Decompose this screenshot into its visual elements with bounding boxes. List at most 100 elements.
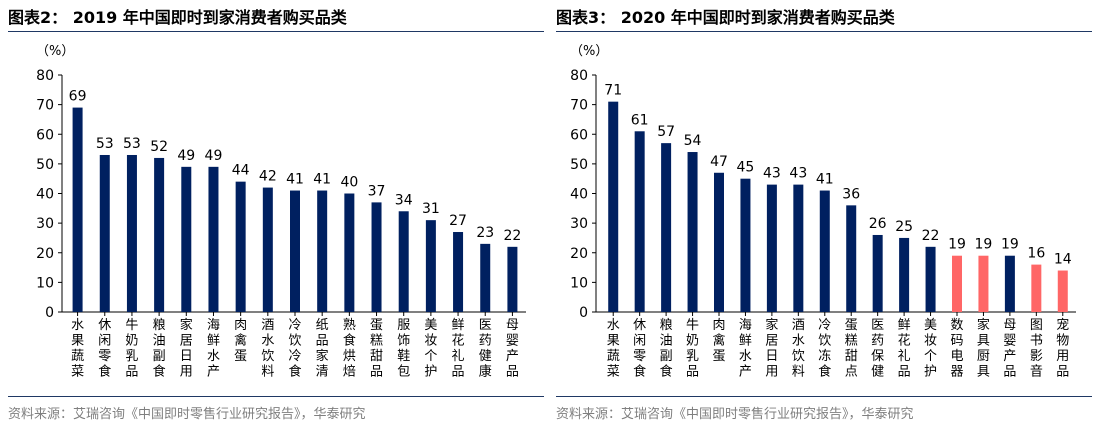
bar <box>208 166 219 312</box>
title-divider <box>556 31 1092 32</box>
bar <box>425 220 436 312</box>
value-label: 54 <box>684 133 702 149</box>
category-label: 美妆个护 <box>424 318 437 380</box>
value-label: 42 <box>259 169 277 185</box>
y-tick-label: 10 <box>570 275 588 291</box>
value-label: 41 <box>313 172 331 188</box>
category-label: 家居日用 <box>765 317 778 380</box>
bar <box>1004 255 1015 312</box>
bar <box>1057 270 1068 312</box>
y-tick-label: 80 <box>36 68 54 84</box>
category-label: 蛋糕甜品 <box>370 318 383 380</box>
bar <box>507 246 518 312</box>
value-label: 36 <box>842 186 860 202</box>
y-axis-unit: （%） <box>36 44 75 59</box>
category-label: 蛋糕甜点 <box>845 318 858 380</box>
y-tick-label: 60 <box>570 127 588 143</box>
y-axis-unit: （%） <box>570 44 609 59</box>
bar <box>290 190 300 312</box>
bar <box>872 234 883 312</box>
value-label: 22 <box>503 228 521 244</box>
bar <box>1031 264 1042 312</box>
value-label: 37 <box>368 183 386 199</box>
category-label: 宠物用品 <box>1056 317 1069 380</box>
category-label: 冷饮冷食 <box>288 318 301 380</box>
bar-chart-2020: 0 10 20 30 40 50 60 70 80 71 水果蔬菜 61 休闲零食 57 粮油副食 54 牛奶乳… <box>570 68 1076 380</box>
value-label: 19 <box>975 237 993 253</box>
category-label: 粮油副食 <box>660 318 673 380</box>
bar <box>235 181 246 312</box>
value-label: 25 <box>895 219 913 235</box>
category-label: 医药保健 <box>871 318 884 380</box>
bar <box>154 157 165 312</box>
category-label: 医药健康 <box>479 318 492 380</box>
bar <box>740 178 751 312</box>
category-label: 母婴产品 <box>506 318 519 380</box>
category-label: 纸品家清 <box>316 318 329 380</box>
value-label: 34 <box>395 192 413 208</box>
bar <box>846 205 857 312</box>
y-tick-label: 50 <box>570 157 588 173</box>
category-label: 图书影音 <box>1030 318 1043 380</box>
y-tick-label: 0 <box>579 305 588 321</box>
bar <box>126 154 137 312</box>
category-label: 休闲零食 <box>633 318 646 380</box>
title-divider <box>8 31 544 32</box>
category-label: 粮油副食 <box>153 318 166 380</box>
y-tick-label: 50 <box>36 157 54 173</box>
category-label: 水果蔬菜 <box>71 318 84 380</box>
y-tick-label: 70 <box>570 98 588 114</box>
category-label: 家具厨具 <box>977 317 990 380</box>
y-tick-label: 40 <box>36 187 54 203</box>
value-label: 43 <box>789 166 807 182</box>
category-label: 休闲零食 <box>98 318 111 380</box>
bar <box>344 193 355 312</box>
bar <box>99 154 110 312</box>
value-label: 40 <box>340 175 358 191</box>
bar <box>978 255 989 312</box>
left-chart-panel: 图表2： 2019 年中国即时到家消费者购买品类 （%） 0 10 20 30 40 50… <box>8 0 544 446</box>
y-tick-label: 40 <box>570 187 588 203</box>
bar <box>262 187 273 312</box>
value-label: 71 <box>604 83 622 99</box>
bar <box>480 243 491 312</box>
category-label: 海鲜水产 <box>207 318 220 380</box>
source-divider <box>556 396 1092 397</box>
y-tick-label: 20 <box>570 246 588 262</box>
bar <box>793 184 804 312</box>
bar <box>661 143 672 312</box>
value-label: 22 <box>922 228 940 244</box>
category-label: 肉禽蛋 <box>712 318 725 364</box>
category-label: 鲜花礼品 <box>898 318 911 380</box>
chart-title: 图表3： 2020 年中国即时到家消费者购买品类 <box>556 8 895 27</box>
bar-chart-2019: 0 10 20 30 40 50 60 70 80 69 水果蔬菜 53 休闲零食 53 牛奶乳品 52 粮油副… <box>36 68 526 380</box>
source-note: 资料来源：艾瑞咨询《中国即时零售行业研究报告》，华泰研究 <box>556 407 914 422</box>
value-label: 19 <box>948 237 966 253</box>
bar <box>925 246 936 312</box>
bar <box>317 190 328 312</box>
value-label: 41 <box>286 172 304 188</box>
value-label: 49 <box>205 148 223 164</box>
right-chart-panel: 图表3： 2020 年中国即时到家消费者购买品类 （%） 0 10 20 30 40 50… <box>556 0 1092 446</box>
bar <box>181 166 192 312</box>
y-tick-label: 0 <box>45 305 54 321</box>
y-tick-label: 20 <box>36 246 54 262</box>
bar <box>766 184 777 312</box>
value-label: 61 <box>631 112 649 128</box>
value-label: 23 <box>476 225 494 241</box>
bar <box>398 211 409 312</box>
value-label: 26 <box>869 216 887 232</box>
source-divider <box>8 396 544 397</box>
value-label: 47 <box>710 154 728 170</box>
value-label: 41 <box>816 172 834 188</box>
source-note: 资料来源：艾瑞咨询《中国即时零售行业研究报告》，华泰研究 <box>8 407 366 422</box>
bar <box>714 172 724 312</box>
y-tick-label: 30 <box>570 216 588 232</box>
y-tick-label: 30 <box>36 216 54 232</box>
bar <box>687 152 698 312</box>
bar <box>371 202 382 312</box>
y-tick-label: 80 <box>570 68 588 84</box>
category-label: 鲜花礼品 <box>452 318 465 380</box>
value-label: 52 <box>150 139 168 155</box>
category-label: 美妆个护 <box>924 318 937 380</box>
